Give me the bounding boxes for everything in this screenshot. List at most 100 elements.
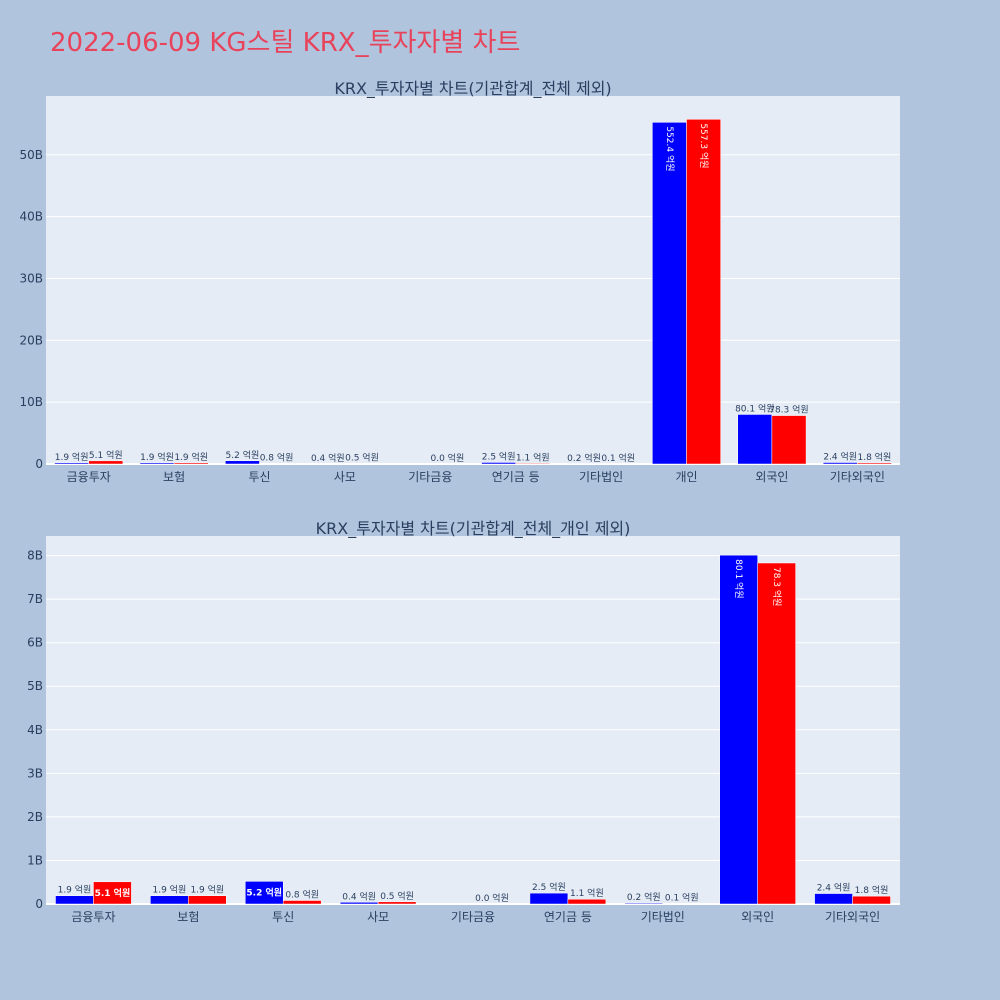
data-label: 0.1 억원 xyxy=(665,892,699,904)
bar xyxy=(529,892,569,905)
bar xyxy=(719,554,758,905)
bar xyxy=(652,122,687,465)
y-tick-label: 0 xyxy=(35,457,43,471)
data-label: 1.8 억원 xyxy=(855,884,889,896)
page-title: 2022-06-09 KG스틸 KRX_투자자별 차트 xyxy=(50,28,521,58)
x-tick-label: 기타외국인 xyxy=(830,470,885,484)
data-label: 5.2 억원 xyxy=(246,887,282,899)
x-tick-label: 기타법인 xyxy=(641,910,685,924)
data-label: 1.9 억원 xyxy=(190,884,224,896)
data-label: 0.8 억원 xyxy=(285,889,319,901)
bar xyxy=(245,881,284,905)
bar xyxy=(88,460,124,465)
x-tick-label: 기타금융 xyxy=(451,910,495,924)
bar xyxy=(150,895,189,905)
data-label: 78.3 억원 xyxy=(771,567,783,606)
data-label: 2.5 억원 xyxy=(482,450,516,462)
data-label: 1.9 억원 xyxy=(152,884,186,896)
y-tick-label: 8B xyxy=(27,549,43,563)
plot-area xyxy=(46,96,900,464)
x-tick-label: 투신 xyxy=(248,470,270,484)
x-tick-label: 사모 xyxy=(367,910,389,924)
x-tick-label: 연기금 등 xyxy=(492,470,540,484)
x-tick-label: 투신 xyxy=(272,910,294,924)
data-label: 0.2 억원 xyxy=(627,891,661,903)
bar xyxy=(282,900,322,905)
data-label: 1.1 억원 xyxy=(570,887,604,899)
y-tick-label: 30B xyxy=(19,271,43,285)
data-label: 2.4 억원 xyxy=(817,882,851,894)
data-label: 1.8 억원 xyxy=(858,451,892,463)
x-tick-label: 기타법인 xyxy=(579,470,623,484)
x-tick-label: 외국인 xyxy=(741,910,774,924)
y-tick-label: 50B xyxy=(19,148,43,162)
data-label: 0.4 억원 xyxy=(311,452,345,464)
bar xyxy=(377,901,417,905)
data-label: 2.4 억원 xyxy=(823,451,857,463)
chart-title: KRX_투자자별 차트(기관합계_전체 제외) xyxy=(334,79,611,99)
data-label: 80.1 억원 xyxy=(735,402,774,414)
data-label: 5.1 억원 xyxy=(89,449,123,461)
bar xyxy=(55,895,94,905)
data-label: 78.3 억원 xyxy=(769,404,808,416)
data-label: 0.5 억원 xyxy=(345,452,379,464)
x-tick-label: 개인 xyxy=(675,470,697,484)
bar xyxy=(567,898,607,905)
data-label: 0.4 억원 xyxy=(342,890,376,902)
bar xyxy=(737,414,773,465)
data-label: 1.9 억원 xyxy=(174,451,208,463)
x-tick-label: 외국인 xyxy=(755,470,788,484)
data-label: 0.0 억원 xyxy=(431,452,465,464)
data-label: 1.9 억원 xyxy=(140,451,174,463)
data-label: 0.5 억원 xyxy=(380,890,414,902)
data-label: 0.0 억원 xyxy=(475,892,509,904)
y-tick-label: 3B xyxy=(27,766,43,780)
bar xyxy=(188,895,227,905)
x-tick-label: 보험 xyxy=(177,910,199,924)
data-label: 5.2 억원 xyxy=(226,449,260,461)
data-label: 557.3 억원 xyxy=(698,123,710,168)
bar xyxy=(757,562,796,905)
bar xyxy=(624,902,664,905)
bar xyxy=(771,415,807,465)
bar xyxy=(515,463,551,465)
x-tick-label: 사모 xyxy=(334,470,356,484)
y-tick-label: 6B xyxy=(27,636,43,650)
bar xyxy=(814,893,853,905)
data-label: 1.9 억원 xyxy=(58,884,92,896)
bar xyxy=(686,119,721,465)
y-tick-label: 20B xyxy=(19,333,43,347)
x-tick-label: 기타외국인 xyxy=(825,910,880,924)
bar xyxy=(857,462,892,465)
x-tick-label: 금융투자 xyxy=(67,470,111,484)
x-tick-label: 연기금 등 xyxy=(544,910,592,924)
chart-title: KRX_투자자별 차트(기관합계_전체_개인 제외) xyxy=(316,519,631,539)
y-tick-label: 2B xyxy=(27,810,43,824)
data-label: 2.5 억원 xyxy=(532,881,566,893)
chart-panel-all: KRX_투자자별 차트(기관합계_전체 제외) 0 10B 20B 30B 40B 50B 금… xyxy=(19,79,900,484)
x-tick-label: 기타금융 xyxy=(408,470,452,484)
data-label: 552.4 억원 xyxy=(664,126,676,171)
x-tick-label: 금융투자 xyxy=(71,910,115,924)
y-tick-label: 7B xyxy=(27,592,43,606)
bar xyxy=(339,902,379,905)
y-tick-label: 0 xyxy=(35,897,43,911)
data-label: 0.1 억원 xyxy=(601,452,635,464)
bar xyxy=(93,881,132,905)
data-label: 5.1 억원 xyxy=(95,887,131,899)
y-tick-label: 10B xyxy=(19,395,43,409)
y-tick-label: 40B xyxy=(19,210,43,224)
data-label: 1.1 억원 xyxy=(516,451,550,463)
bar xyxy=(173,462,209,465)
y-tick-label: 1B xyxy=(27,853,43,867)
bar xyxy=(852,895,891,905)
data-label: 0.8 억원 xyxy=(260,452,294,464)
x-tick-label: 보험 xyxy=(163,470,185,484)
y-tick-label: 4B xyxy=(27,723,43,737)
data-label: 1.9 억원 xyxy=(55,451,89,463)
y-tick-label: 5B xyxy=(27,679,43,693)
bar xyxy=(225,460,260,465)
data-label: 0.2 억원 xyxy=(567,452,601,464)
data-label: 80.1 억원 xyxy=(733,559,745,598)
